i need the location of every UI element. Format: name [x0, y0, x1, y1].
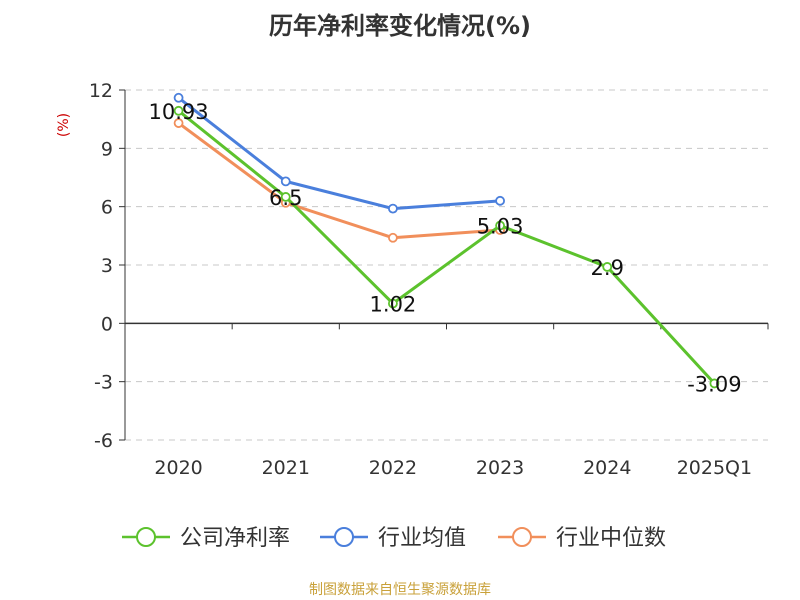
data-labels: 10.93 6.5 1.02 5.03 2.9 -3.09 — [149, 100, 742, 397]
legend-marker — [136, 527, 156, 547]
x-tick-label: 2023 — [476, 457, 524, 479]
data-point — [173, 118, 184, 128]
x-tick-label: 2022 — [369, 457, 417, 479]
data-point — [495, 220, 505, 231]
data-point — [388, 298, 398, 309]
data-label: 10.93 — [149, 100, 209, 124]
y-tick-label: -3 — [94, 372, 113, 394]
series-line — [177, 121, 501, 240]
data-label: 2.9 — [591, 256, 624, 280]
data-label: 6.5 — [269, 186, 302, 210]
data-label: -3.09 — [687, 372, 741, 396]
data-label: 5.03 — [477, 215, 524, 239]
legend-label: 行业均值 — [378, 526, 466, 551]
legend-label: 行业中位数 — [556, 526, 666, 551]
source-note: 制图数据来自恒生聚源数据库 — [309, 582, 491, 598]
x-tick-label: 2025Q1 — [677, 457, 752, 479]
data-point — [173, 105, 184, 116]
series-line — [177, 109, 716, 385]
data-point — [388, 232, 398, 243]
data-point — [495, 195, 505, 206]
data-label: 1.02 — [370, 293, 417, 317]
y-axis-label: (%) — [56, 113, 72, 137]
legend-marker — [512, 527, 532, 547]
axes: 12 9 6 3 0 -3 -6 2020 2021 2022 2023 2024 2025Q1 — [89, 80, 769, 479]
y-tick-label: 0 — [101, 313, 113, 335]
data-point — [709, 378, 720, 389]
data-point — [173, 92, 184, 103]
legend-marker — [334, 527, 354, 547]
x-tick-label: 2021 — [262, 457, 310, 479]
y-tick-label: 9 — [101, 138, 113, 160]
data-point — [388, 203, 398, 214]
chart-title: 历年净利率变化情况(%) — [269, 12, 531, 40]
y-tick-label: -6 — [94, 430, 113, 452]
y-tick-label: 12 — [89, 80, 113, 102]
y-tick-label: 6 — [101, 197, 113, 219]
x-tick-label: 2020 — [154, 457, 202, 479]
data-point — [280, 176, 291, 187]
series-line — [177, 96, 501, 211]
y-tick-label: 3 — [101, 255, 113, 277]
legend: 公司净利率 行业均值 行业中位数 — [122, 526, 666, 551]
data-point — [280, 192, 291, 202]
x-tick-label: 2024 — [583, 457, 631, 479]
legend-label: 公司净利率 — [180, 526, 290, 551]
series-lines — [173, 92, 720, 389]
data-point — [602, 262, 613, 272]
